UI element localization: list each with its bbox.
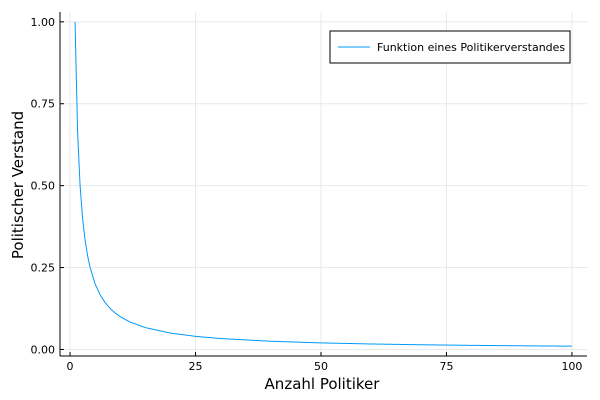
axes [59,12,587,357]
y-tick-label-1: 0.25 [31,262,56,275]
x-tick-label-0: 0 [67,360,74,373]
legend: Funktion eines Politikerverstandes [329,30,571,64]
x-tick-label-4: 100 [561,360,582,373]
tick-labels: 0 25 50 75 100 0.00 0.25 0.50 0.75 1.00 [31,16,583,373]
x-tick-label-2: 50 [314,360,328,373]
y-axis-title: Politischer Verstand [9,111,27,259]
y-tick-label-0: 0.00 [31,343,56,356]
series-lines [74,21,572,347]
legend-label: Funktion eines Politikerverstandes [377,41,565,54]
y-tick-label-2: 0.50 [31,180,56,193]
y-tick-label-4: 1.00 [31,16,56,29]
x-tick-label-1: 25 [189,360,203,373]
series-line-0 [74,21,572,347]
x-tick-label-3: 75 [439,360,453,373]
x-axis-title: Anzahl Politiker [265,375,381,393]
grid-lines [60,12,587,356]
y-tick-label-3: 0.75 [31,98,56,111]
